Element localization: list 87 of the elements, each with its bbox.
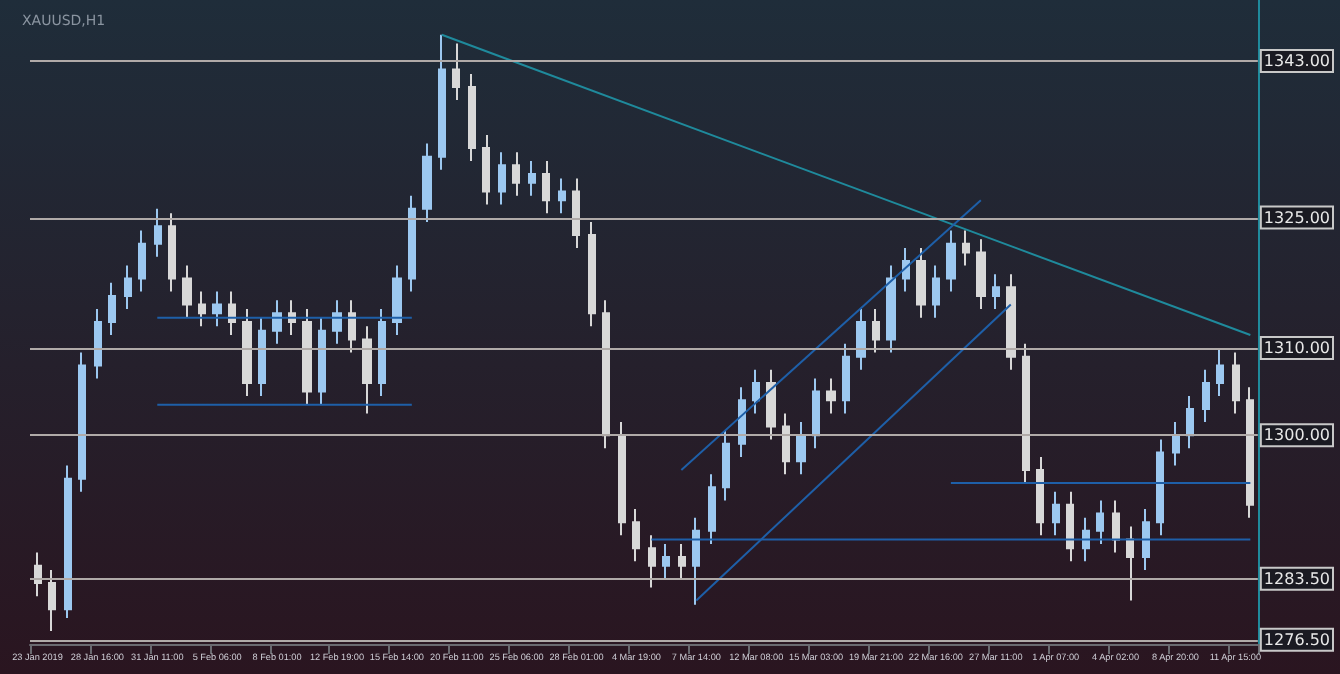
candlestick — [482, 133, 490, 206]
candlestick — [932, 264, 940, 319]
candlestick — [1052, 490, 1060, 537]
candlestick — [1082, 516, 1090, 563]
y-tick-label: 1343.00 — [1263, 51, 1331, 70]
candlestick — [722, 429, 730, 502]
candlestick — [468, 72, 476, 162]
candlestick — [1126, 525, 1134, 602]
candlestick — [242, 307, 252, 397]
candlestick — [1172, 421, 1180, 467]
candlestick — [1006, 273, 1016, 371]
candlestick — [708, 473, 716, 545]
candlestick — [528, 160, 536, 197]
candlestick — [992, 273, 1000, 310]
candlestick — [64, 464, 72, 619]
candlestick — [1022, 342, 1030, 484]
candlestick — [1142, 508, 1150, 572]
candlestick — [976, 238, 986, 310]
candlestick — [752, 368, 760, 415]
candlestick — [796, 421, 806, 476]
candlestick — [588, 220, 596, 328]
y-tick-label: 1300.00 — [1263, 426, 1331, 445]
candlestick — [168, 212, 176, 293]
candlestick — [1096, 499, 1104, 545]
candlestick — [34, 551, 42, 598]
candlestick — [602, 299, 610, 450]
candlestick — [498, 151, 506, 206]
candlestick — [438, 33, 446, 171]
candlestick — [872, 307, 880, 354]
candlestick — [1246, 386, 1254, 519]
candlestick — [946, 229, 956, 293]
candlestick — [94, 307, 102, 380]
candlestick — [1216, 347, 1224, 397]
candlestick — [1232, 351, 1240, 415]
y-tick-label: 1325.00 — [1263, 208, 1331, 227]
y-tick-label: 1283.50 — [1263, 569, 1331, 588]
candlestick — [258, 316, 266, 397]
candlestick — [332, 299, 342, 345]
candlestick — [812, 377, 820, 450]
candlestick — [452, 42, 460, 102]
candlestick — [782, 412, 790, 476]
y-tick-label: 1310.00 — [1263, 339, 1331, 358]
candlestick — [842, 342, 850, 415]
candlestick — [348, 299, 356, 354]
candlestick — [962, 229, 970, 267]
candlestick — [318, 316, 326, 406]
y-tick-label: 1276.50 — [1263, 630, 1331, 649]
candlestick — [48, 569, 56, 632]
candlestick — [902, 247, 910, 293]
candlestick — [1186, 394, 1194, 450]
candlestick — [272, 299, 282, 345]
candlestick — [138, 229, 146, 293]
candlestick — [1202, 368, 1210, 424]
candlestick — [154, 207, 162, 258]
candlestick — [1156, 438, 1164, 537]
candlestick — [422, 142, 432, 223]
candlestick — [558, 177, 566, 215]
candlestick — [1112, 499, 1120, 554]
candlestick — [618, 421, 626, 537]
candlestick — [78, 351, 86, 493]
candlestick — [826, 377, 836, 415]
candlestick — [648, 534, 656, 589]
candlestick — [916, 247, 926, 319]
candlestick — [378, 307, 386, 397]
candlestick — [408, 194, 416, 293]
candlestick — [572, 177, 580, 250]
candlestick — [302, 307, 312, 406]
candlestick — [678, 542, 686, 580]
candlestick — [692, 516, 700, 606]
candlestick — [1066, 490, 1074, 563]
candlestick — [632, 508, 640, 563]
candlestick — [886, 264, 896, 354]
candlestick — [198, 290, 206, 328]
candlestick — [362, 325, 372, 415]
candlestick — [766, 368, 776, 441]
candlestick — [1036, 455, 1044, 537]
candlestick — [124, 264, 132, 310]
candlestick — [182, 264, 192, 319]
candlestick — [108, 281, 116, 337]
candlestick — [228, 290, 236, 337]
candlestick — [856, 307, 866, 371]
candlestick — [662, 542, 670, 580]
candlestick — [392, 264, 402, 337]
candlestick — [512, 151, 520, 197]
candlestick — [212, 290, 222, 328]
candlestick — [738, 386, 746, 458]
candlestick — [542, 160, 550, 215]
